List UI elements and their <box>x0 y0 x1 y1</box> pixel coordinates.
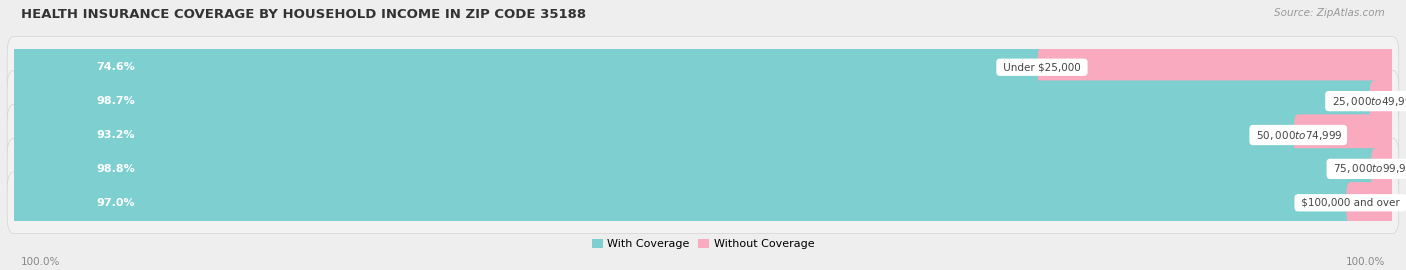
Text: $25,000 to $49,999: $25,000 to $49,999 <box>1329 94 1406 108</box>
Text: 93.2%: 93.2% <box>97 130 135 140</box>
Text: 100.0%: 100.0% <box>21 257 60 267</box>
Text: $100,000 and over: $100,000 and over <box>1298 198 1403 208</box>
Text: HEALTH INSURANCE COVERAGE BY HOUSEHOLD INCOME IN ZIP CODE 35188: HEALTH INSURANCE COVERAGE BY HOUSEHOLD I… <box>21 8 586 21</box>
FancyBboxPatch shape <box>7 70 1399 132</box>
FancyBboxPatch shape <box>10 148 1379 190</box>
FancyBboxPatch shape <box>7 36 1399 98</box>
FancyBboxPatch shape <box>10 46 1046 88</box>
FancyBboxPatch shape <box>1369 80 1396 122</box>
FancyBboxPatch shape <box>7 138 1399 200</box>
Text: 97.0%: 97.0% <box>97 198 135 208</box>
FancyBboxPatch shape <box>1294 114 1396 156</box>
FancyBboxPatch shape <box>7 104 1399 166</box>
FancyBboxPatch shape <box>1038 46 1396 88</box>
Text: 98.8%: 98.8% <box>97 164 135 174</box>
Text: Source: ZipAtlas.com: Source: ZipAtlas.com <box>1274 8 1385 18</box>
Text: 98.7%: 98.7% <box>97 96 135 106</box>
Text: $75,000 to $99,999: $75,000 to $99,999 <box>1330 162 1406 176</box>
FancyBboxPatch shape <box>10 114 1302 156</box>
FancyBboxPatch shape <box>1347 182 1396 224</box>
Text: 100.0%: 100.0% <box>1346 257 1385 267</box>
FancyBboxPatch shape <box>1371 148 1396 190</box>
Legend: With Coverage, Without Coverage: With Coverage, Without Coverage <box>588 235 818 254</box>
Text: $50,000 to $74,999: $50,000 to $74,999 <box>1253 129 1343 141</box>
FancyBboxPatch shape <box>10 80 1378 122</box>
Text: Under $25,000: Under $25,000 <box>1000 62 1084 72</box>
FancyBboxPatch shape <box>10 182 1355 224</box>
Text: 74.6%: 74.6% <box>97 62 135 72</box>
FancyBboxPatch shape <box>7 172 1399 234</box>
